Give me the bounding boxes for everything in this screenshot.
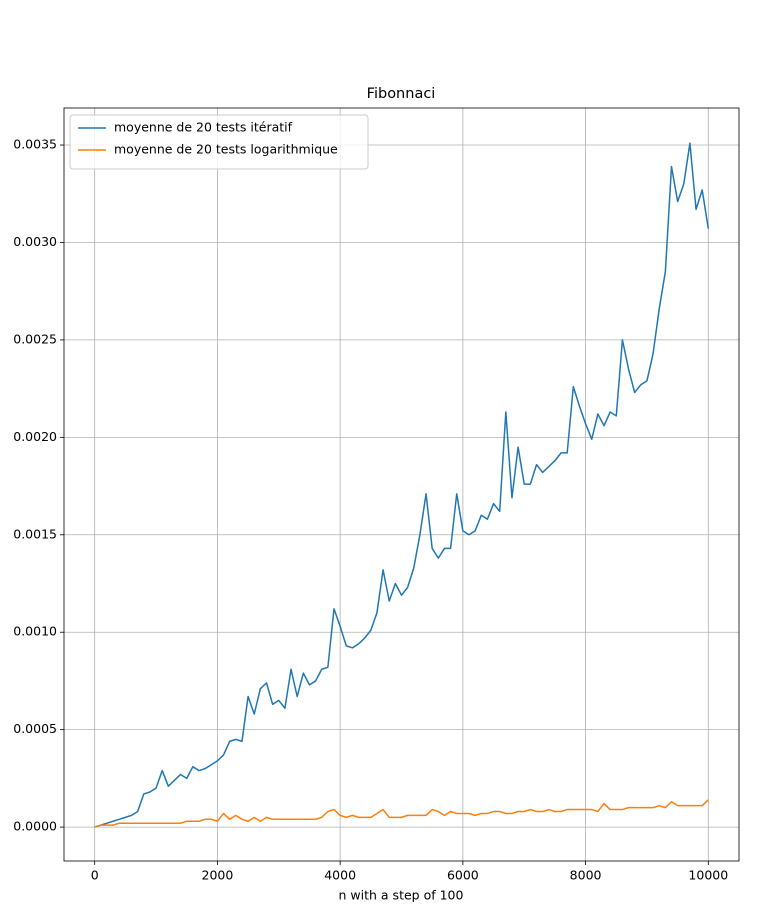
y-tick-label: 0.0030 — [13, 234, 57, 249]
x-tick-label: 2000 — [202, 868, 234, 883]
y-tick-label: 0.0000 — [13, 819, 57, 834]
legend: moyenne de 20 tests itératif moyenne de 2… — [69, 114, 369, 170]
y-tick-label: 0.0010 — [13, 624, 57, 639]
y-tick-label: 0.0015 — [13, 526, 57, 541]
line-series — [94, 142, 710, 828]
x-tick-label: 10000 — [688, 868, 728, 883]
legend-label: moyenne de 20 tests itératif — [114, 120, 293, 135]
legend-label: moyenne de 20 tests logarithmique — [114, 142, 338, 157]
chart-title: Fibonnaci — [367, 86, 436, 102]
x-tick-label: 6000 — [447, 868, 479, 883]
x-tick-label: 0 — [91, 868, 99, 883]
legend-box — [69, 114, 369, 170]
y-tick-label: 0.0025 — [13, 331, 57, 346]
y-tick-label: 0.0020 — [13, 429, 57, 444]
y-tick-label: 0.0005 — [13, 721, 57, 736]
plot-frame — [63, 107, 740, 862]
x-tick-label: 4000 — [324, 868, 356, 883]
x-axis-label: n with a step of 100 — [339, 888, 464, 903]
x-tick-label: 8000 — [570, 868, 602, 883]
line-series — [94, 799, 709, 828]
y-tick-label: 0.0035 — [13, 137, 57, 152]
